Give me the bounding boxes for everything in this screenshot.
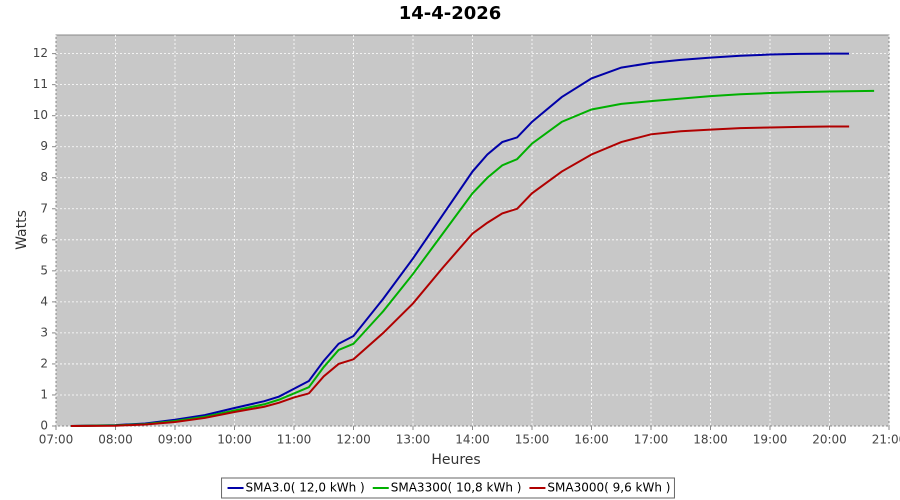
x-tick-label: 14:00 [455, 433, 490, 447]
x-tick-label: 11:00 [277, 433, 312, 447]
y-tick-label: 8 [40, 170, 48, 184]
series-line [70, 89, 875, 427]
x-tick-label: 13:00 [396, 433, 431, 447]
y-tick-label: 0 [40, 419, 48, 433]
x-tick-label: 08:00 [98, 433, 133, 447]
y-tick-label: 9 [40, 139, 48, 153]
x-tick-label: 17:00 [634, 433, 669, 447]
y-tick-label: 3 [40, 325, 48, 339]
chart-title: 14-4-2026 [399, 3, 502, 24]
y-tick-label: 4 [40, 294, 48, 308]
x-tick-label: 20:00 [812, 433, 847, 447]
y-tick-label: 5 [40, 263, 48, 277]
legend: SMA3.0( 12,0 kWh ) SMA3300( 10,8 kWh ) SMA… [221, 477, 675, 499]
legend-box [221, 477, 675, 499]
y-tick-label: 12 [33, 46, 48, 60]
y-tick-label: 1 [40, 387, 48, 401]
x-tick-label: 18:00 [693, 433, 728, 447]
x-tick-label: 09:00 [158, 433, 193, 447]
y-tick-label: 6 [40, 232, 48, 246]
legend-label: SMA3000( 9,6 kWh ) [547, 481, 670, 495]
x-axis-label: Heures [431, 452, 480, 468]
x-tick-label: 21:00 [872, 433, 900, 447]
series-line [70, 52, 850, 427]
series-line [70, 125, 850, 427]
x-tick-label: 07:00 [39, 433, 74, 447]
x-tick-label: 19:00 [753, 433, 788, 447]
y-tick-label: 2 [40, 356, 48, 370]
legend-label: SMA3.0( 12,0 kWh ) [246, 481, 365, 495]
y-tick-label: 10 [33, 108, 48, 122]
x-tick-label: 12:00 [336, 433, 371, 447]
x-tick-label: 10:00 [217, 433, 252, 447]
legend-label: SMA3300( 10,8 kWh ) [391, 481, 522, 495]
lines [70, 52, 875, 427]
y-tick-label: 7 [40, 201, 48, 215]
x-tick-label: 16:00 [574, 433, 609, 447]
y-tick-label: 11 [33, 77, 48, 91]
x-tick-label: 15:00 [515, 433, 550, 447]
y-axis-label: Watts [14, 210, 30, 250]
